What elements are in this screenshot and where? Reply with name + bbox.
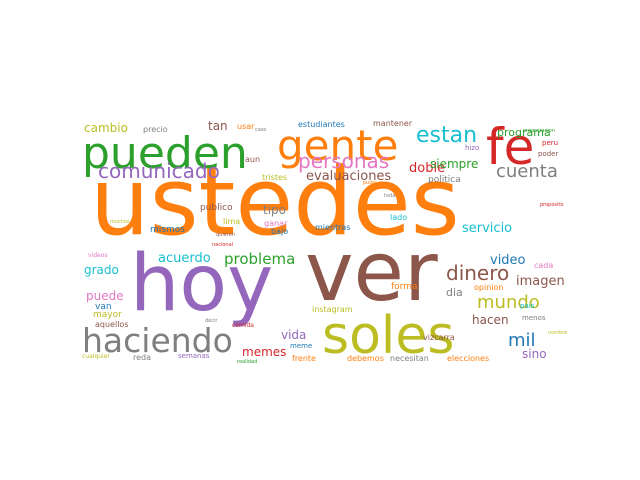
word-nacional: nacional xyxy=(212,242,233,248)
word-doble: doble xyxy=(409,161,445,176)
word-proposito: proposito xyxy=(540,202,563,208)
word-estudiantes: estudiantes xyxy=(298,120,345,129)
word-dia: dia xyxy=(446,286,463,299)
word-publico: publico xyxy=(200,203,233,213)
word-pais: pais xyxy=(520,302,535,310)
word-forma: forma xyxy=(391,282,418,292)
word-meme: meme xyxy=(290,342,312,350)
word-hacen: hacen xyxy=(472,313,509,327)
word-hoy: hoy xyxy=(130,239,273,329)
word-evaluaciones: evaluaciones xyxy=(306,169,391,184)
word-debemos: debemos xyxy=(347,354,384,363)
word-precio: precio xyxy=(143,125,168,134)
word-lado: lado xyxy=(390,213,407,222)
word-cambio: cambio xyxy=(84,121,128,135)
word-personas: personas xyxy=(298,149,389,173)
word-sino: sino xyxy=(522,347,547,361)
word-mil: mil xyxy=(508,330,536,351)
word-menos: menos xyxy=(522,314,546,322)
word-acuerdo: acuerdo xyxy=(158,251,211,266)
word-dinero: dinero xyxy=(446,261,509,285)
word-nombre: nombre xyxy=(548,330,567,336)
word-peru: peru xyxy=(542,139,558,147)
word-aquellos: aquellos xyxy=(95,320,128,329)
word-toda: toda xyxy=(384,193,395,199)
word-imagen: imagen xyxy=(516,274,565,289)
word-grado: grado xyxy=(84,263,119,277)
word-decir: decir xyxy=(205,318,218,324)
word-organizacion: organizacion xyxy=(523,128,555,134)
word-aun: aun xyxy=(245,155,260,164)
word-servicio: servicio xyxy=(462,221,512,236)
word-tristes: tristes xyxy=(262,173,287,182)
word-gente: gente xyxy=(277,121,398,170)
word-problema: problema xyxy=(224,250,295,268)
word-mismos: mismos xyxy=(150,225,185,235)
word-vizcarra: vizcarra xyxy=(423,333,455,342)
word-van: van xyxy=(95,302,112,312)
word-lima: lima xyxy=(223,217,240,226)
word-cada: cada xyxy=(534,261,553,270)
word-video: video xyxy=(490,253,526,268)
word-comunicado: comunicado xyxy=(98,159,220,183)
word-mientras: mientras xyxy=(315,223,351,232)
word-pudo: pudo xyxy=(363,180,376,186)
word-siempre: siempre xyxy=(430,157,478,171)
word-opinion: opinion xyxy=(474,283,503,292)
word-estan: estan xyxy=(416,123,477,148)
word-cualquier: cualquier xyxy=(82,353,110,360)
word-comida: comida xyxy=(232,322,254,329)
word-tipo: tipo xyxy=(263,203,286,217)
word-programa: programa xyxy=(497,126,551,139)
word-mundo: mundo xyxy=(477,292,540,313)
word-muchos: muchos xyxy=(110,219,130,225)
word-puede: puede xyxy=(86,289,124,303)
word-mantener: mantener xyxy=(373,119,413,128)
word-cuenta: cuenta xyxy=(496,161,558,182)
word-frente: frente xyxy=(292,354,316,363)
word-ustedes: ustedes xyxy=(90,148,460,257)
word-haciendo: haciendo xyxy=(82,321,233,360)
word-necesitan: necesitan xyxy=(390,354,429,363)
word-ganar: ganar xyxy=(264,219,288,228)
word-caso: caso xyxy=(255,127,266,133)
word-vida: vida xyxy=(281,328,306,342)
word-fe: fe xyxy=(486,118,534,176)
word-memes: memes xyxy=(242,345,286,359)
word-realidad: realidad xyxy=(237,359,257,365)
word-mayor: mayor xyxy=(93,310,122,320)
word-instagram: instagram xyxy=(312,305,353,314)
word-hizo: hizo xyxy=(465,144,479,152)
word-politica: politica xyxy=(428,175,461,185)
word-videos: videos xyxy=(88,252,108,259)
word-usar: usar xyxy=(237,122,255,131)
word-quieren: quieren xyxy=(216,232,235,238)
word-poder: poder xyxy=(538,150,558,158)
word-pueden: pueden xyxy=(82,128,248,179)
word-bajo: bajo xyxy=(271,227,288,236)
word-elecciones: elecciones xyxy=(447,354,489,363)
word-ver: ver xyxy=(305,225,438,320)
word-tan: tan xyxy=(208,119,228,133)
word-reda: reda xyxy=(133,353,151,362)
word-soles: soles xyxy=(322,306,454,366)
word-semanas: semanas xyxy=(178,352,210,360)
